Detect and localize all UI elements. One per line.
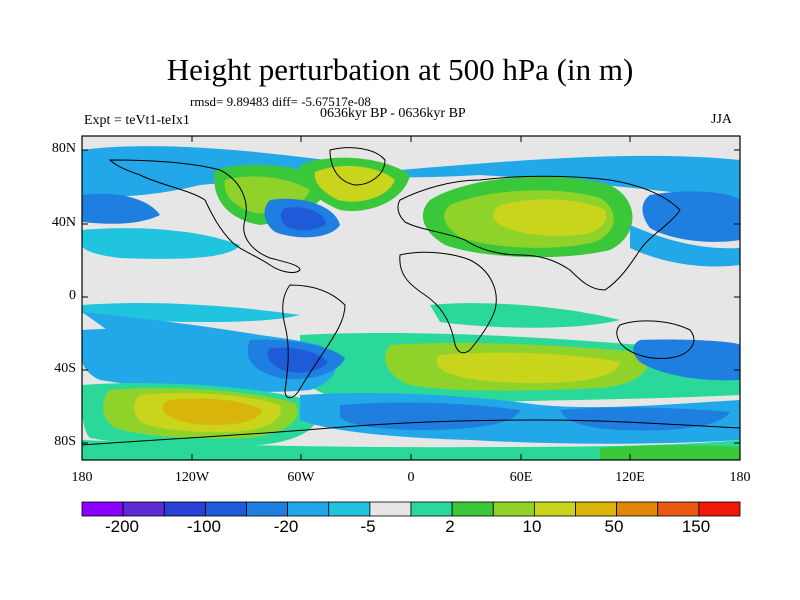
field-blob [82, 193, 160, 224]
colorbar-swatch [533, 501, 576, 517]
xtick-label: 120W [174, 470, 210, 485]
colorbar-label: 10 [522, 517, 542, 536]
field-blob [82, 303, 300, 323]
colorbar-swatch [328, 501, 371, 517]
coast-greenland [329, 147, 386, 186]
period-label: 0636kyr BP - 0636kyr BP [320, 106, 466, 121]
colorbar-label: 150 [681, 517, 711, 536]
coast-africa [399, 251, 497, 354]
xtick-label: 60W [287, 470, 315, 485]
coast-north-america [108, 159, 301, 273]
colorbar-swatch [369, 501, 412, 517]
colorbar-swatch [163, 501, 206, 517]
colorbar-swatch [451, 501, 494, 517]
experiment-label: Expt = teVt1-teIx1 [84, 113, 190, 128]
coast-australia [616, 320, 695, 359]
field-blob [493, 199, 607, 236]
field-blob [82, 440, 740, 460]
xtick-label: 0 [407, 470, 415, 485]
stats-label: rmsd= 9.89483 diff= -5.67517e-08 [190, 94, 371, 109]
ytick-label: 40N [51, 215, 76, 230]
field-blob [600, 445, 740, 460]
field-blob [267, 347, 328, 373]
coast-antarctica [82, 419, 740, 446]
axis-ticks [81, 136, 741, 460]
colorbar-swatch [122, 501, 165, 517]
colorbar-swatch [246, 501, 289, 517]
field-blob [281, 207, 326, 231]
colorbar-swatch [410, 501, 453, 517]
map-field [82, 136, 740, 460]
colorbar-swatch [575, 501, 618, 517]
season-label: JJA [711, 112, 733, 127]
colorbar-label: -100 [186, 517, 222, 536]
ytick-label: 40S [54, 361, 76, 376]
colorbar-label: -200 [104, 517, 140, 536]
xtick-label: 120E [615, 470, 645, 485]
field-blob [82, 228, 240, 259]
ytick-label: 0 [69, 288, 76, 303]
xtick-label: 180 [71, 470, 93, 485]
colorbar-swatch [492, 501, 535, 517]
field-blob [314, 165, 395, 202]
colorbar [81, 501, 741, 517]
field-blob [436, 352, 620, 384]
coastlines [82, 147, 740, 446]
field-blob [162, 398, 262, 425]
field-blob [82, 146, 740, 200]
colorbar-swatch [287, 501, 330, 517]
field-blob [630, 225, 740, 267]
field-blob [430, 303, 620, 328]
colorbar-swatch [698, 501, 741, 517]
xtick-label: 180 [729, 470, 751, 485]
colorbar-swatch [81, 501, 124, 517]
coast-south-america [282, 284, 346, 399]
colorbar-label: -5 [360, 517, 376, 536]
colorbar-label: 2 [445, 517, 455, 536]
colorbar-swatch [657, 501, 700, 517]
xtick-label: 60E [509, 470, 533, 485]
colorbar-label: 50 [604, 517, 624, 536]
colorbar-swatch [616, 501, 659, 517]
ytick-label: 80S [54, 434, 76, 449]
chart-title: Height perturbation at 500 hPa (in m) [166, 52, 634, 87]
field-blob [340, 402, 520, 430]
coast-europe-asia [397, 175, 681, 291]
colorbar-label: -20 [273, 517, 299, 536]
ytick-label: 80N [51, 141, 76, 156]
field-blob [642, 191, 740, 242]
colorbar-swatch [204, 501, 247, 517]
field-blob [633, 339, 740, 381]
